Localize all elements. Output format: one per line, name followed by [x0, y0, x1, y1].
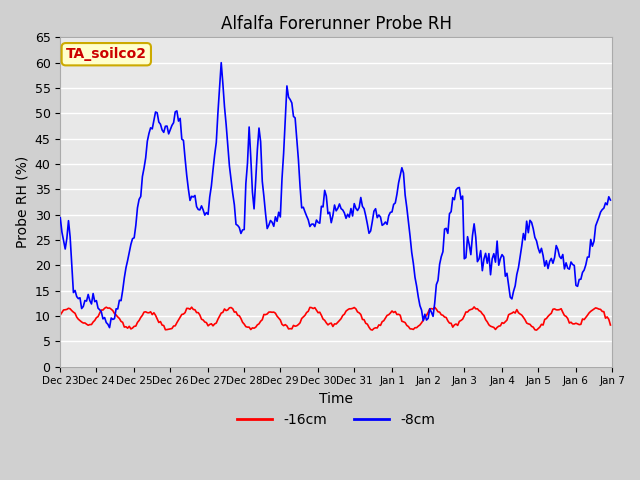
Title: Alfalfa Forerunner Probe RH: Alfalfa Forerunner Probe RH — [221, 15, 452, 33]
X-axis label: Time: Time — [319, 392, 353, 406]
Legend: -16cm, -8cm: -16cm, -8cm — [232, 407, 441, 432]
Text: TA_soilco2: TA_soilco2 — [66, 47, 147, 61]
Y-axis label: Probe RH (%): Probe RH (%) — [15, 156, 29, 248]
